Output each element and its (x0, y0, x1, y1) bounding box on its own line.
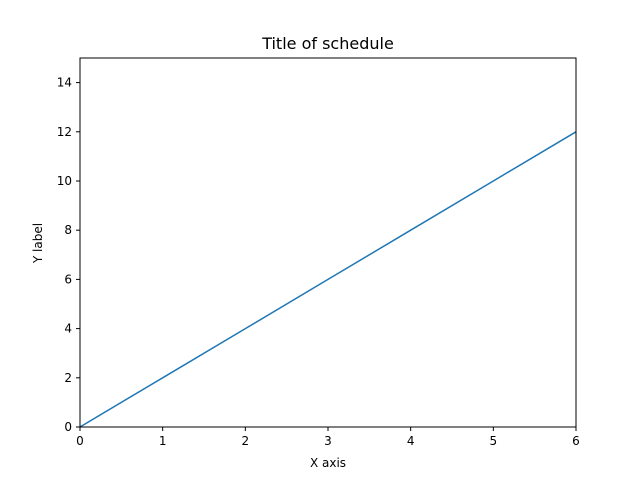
y-tick-label-1: 0 (64, 420, 72, 434)
x-axis-label: X axis (310, 456, 346, 470)
y-tick-label-3: 4 (64, 322, 72, 336)
x-tick-label-4: 3 (324, 434, 332, 448)
chart-title: Title of schedule (261, 34, 394, 53)
y-tick-label-7: 12 (57, 125, 72, 139)
y-tick-label-4: 6 (64, 272, 72, 286)
x-tick-label-3: 2 (242, 434, 250, 448)
x-tick-label-6: 5 (490, 434, 498, 448)
y-tick-label-5: 8 (64, 223, 72, 237)
y-tick-label-8: 14 (57, 76, 72, 90)
series-line-1 (79, 131, 577, 428)
x-tick-label-5: 4 (407, 434, 415, 448)
y-axis-label: Y label (31, 223, 45, 264)
x-tick-label-1: 0 (76, 434, 84, 448)
x-tick-label-7: 6 (572, 434, 580, 448)
y-tick-label-2: 2 (64, 371, 72, 385)
series-layer (79, 131, 577, 428)
y-tick-label-6: 10 (57, 174, 72, 188)
x-tick-label-2: 1 (159, 434, 167, 448)
